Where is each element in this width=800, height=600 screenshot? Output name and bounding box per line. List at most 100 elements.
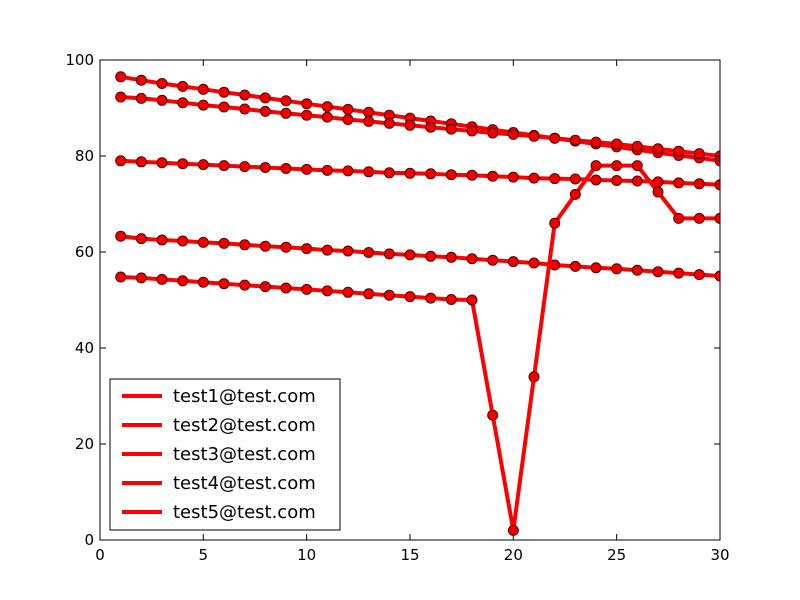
- data-point: [673, 267, 685, 279]
- data-point: [714, 212, 720, 224]
- data-point: [673, 212, 685, 224]
- data-point: [197, 236, 209, 248]
- data-point: [321, 285, 333, 297]
- data-point: [135, 74, 147, 86]
- data-point: [156, 273, 168, 285]
- y-tick-label: 80: [75, 147, 94, 165]
- y-tick-label: 20: [75, 435, 94, 453]
- data-point: [321, 164, 333, 176]
- data-point: [342, 286, 354, 298]
- data-point: [135, 272, 147, 284]
- data-point: [569, 260, 581, 272]
- data-point: [115, 271, 127, 283]
- series-3: [115, 155, 720, 191]
- data-point: [590, 262, 602, 274]
- data-point: [445, 169, 457, 181]
- data-point: [569, 134, 581, 146]
- legend-label: test2@test.com: [173, 415, 316, 436]
- data-point: [218, 160, 230, 172]
- data-point: [611, 263, 623, 275]
- series-line-4: [120, 234, 720, 278]
- data-point: [301, 109, 313, 121]
- legend-label: test3@test.com: [173, 444, 316, 465]
- data-point: [218, 86, 230, 98]
- data-point: [259, 105, 271, 117]
- data-point: [218, 101, 230, 113]
- data-point: [259, 240, 271, 252]
- series-4: [115, 230, 720, 282]
- legend-label: test4@test.com: [173, 473, 316, 494]
- data-point: [507, 256, 519, 268]
- data-point: [383, 248, 395, 260]
- data-point: [466, 294, 478, 306]
- data-point: [177, 158, 189, 170]
- data-point: [363, 288, 375, 300]
- data-point: [363, 247, 375, 258]
- data-point: [714, 179, 720, 191]
- data-point: [135, 92, 147, 104]
- data-point: [280, 95, 292, 107]
- data-point: [611, 160, 623, 172]
- data-point: [218, 278, 230, 290]
- data-point: [177, 235, 189, 247]
- data-point: [549, 173, 561, 185]
- data-point: [156, 157, 168, 169]
- data-point: [652, 266, 664, 278]
- data-point: [280, 107, 292, 119]
- data-point: [528, 371, 540, 383]
- series-line-2: [120, 95, 720, 158]
- data-point: [652, 143, 664, 155]
- data-point: [156, 78, 168, 89]
- y-tick-label: 0: [84, 531, 94, 549]
- data-point: [342, 245, 354, 257]
- data-point: [714, 270, 720, 282]
- legend: test1@test.com test2@test.com test3@test.c…: [109, 378, 341, 531]
- data-point: [425, 292, 437, 304]
- data-point: [197, 159, 209, 171]
- data-point: [280, 163, 292, 174]
- data-point: [528, 257, 540, 269]
- data-point: [466, 253, 478, 265]
- legend-entry: test4@test.com: [122, 473, 316, 494]
- data-point: [156, 94, 168, 106]
- data-point: [673, 145, 685, 157]
- data-point: [363, 115, 375, 127]
- data-point: [487, 409, 499, 421]
- data-point: [177, 80, 189, 92]
- data-point: [239, 89, 251, 101]
- data-point: [135, 156, 147, 168]
- data-point: [425, 121, 437, 133]
- data-point: [590, 174, 602, 186]
- y-tick-label: 60: [75, 243, 94, 261]
- data-point: [363, 166, 375, 178]
- data-point: [631, 140, 643, 152]
- data-point: [487, 254, 499, 266]
- data-point: [280, 282, 292, 294]
- data-point: [301, 98, 313, 110]
- data-point: [301, 283, 313, 295]
- data-point: [259, 92, 271, 104]
- data-point: [197, 276, 209, 288]
- data-point: [569, 173, 581, 185]
- data-point: [321, 244, 333, 256]
- data-point: [487, 127, 499, 139]
- legend-label: test1@test.com: [173, 386, 316, 407]
- x-tick-label: 15: [400, 546, 419, 564]
- data-point: [239, 279, 251, 291]
- axes-layer: 0 5 10 15 20 25 30 0 20 40 60 80 100: [65, 51, 729, 564]
- data-point: [197, 83, 209, 95]
- data-point: [280, 241, 292, 253]
- data-point: [693, 269, 705, 281]
- data-point: [115, 91, 127, 103]
- data-point: [115, 155, 127, 167]
- legend-entry: test5@test.com: [122, 502, 316, 523]
- data-point: [631, 160, 643, 172]
- data-point: [549, 132, 561, 144]
- data-point: [301, 243, 313, 255]
- data-point: [239, 103, 251, 115]
- data-point: [673, 177, 685, 189]
- legend-entry: test1@test.com: [122, 386, 316, 407]
- data-point: [135, 233, 147, 245]
- data-point: [611, 138, 623, 150]
- data-point: [259, 162, 271, 173]
